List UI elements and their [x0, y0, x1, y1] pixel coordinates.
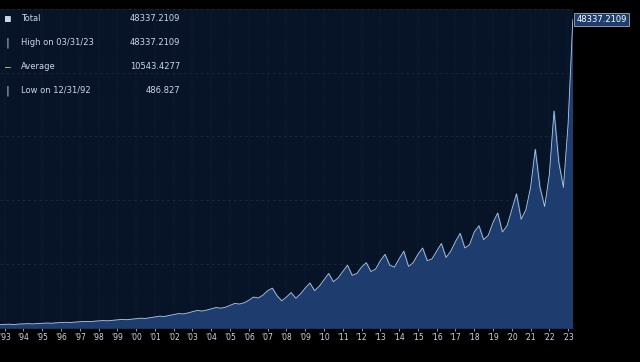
Text: 48337.2109: 48337.2109: [576, 15, 627, 24]
Text: |: |: [4, 85, 10, 96]
Text: Average: Average: [20, 62, 56, 71]
Text: Total: Total: [20, 14, 40, 23]
Text: High on 03/31/23: High on 03/31/23: [20, 38, 93, 47]
Text: —: —: [4, 62, 10, 72]
Text: ■: ■: [4, 14, 10, 24]
Text: |: |: [4, 38, 10, 48]
Text: Low on 12/31/92: Low on 12/31/92: [20, 85, 90, 94]
Text: 10543.4277: 10543.4277: [130, 62, 180, 71]
Text: 48337.2109: 48337.2109: [130, 14, 180, 23]
Text: 48337.2109: 48337.2109: [130, 38, 180, 47]
Text: 486.827: 486.827: [146, 85, 180, 94]
